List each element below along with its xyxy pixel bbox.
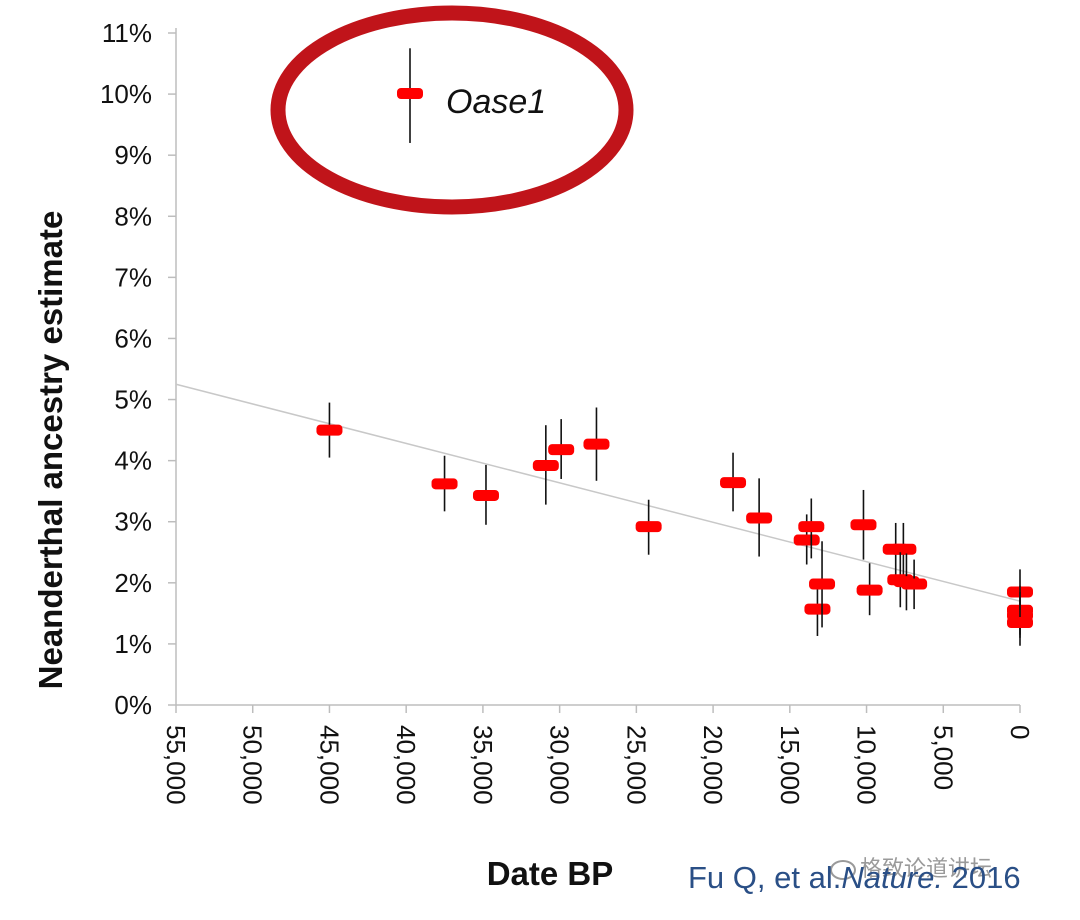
y-axis-label: Neanderthal ancestry estimate [32,211,69,690]
data-point [720,477,747,489]
data-point [316,424,343,436]
x-tick-label: 0 [1005,725,1035,739]
data-point [804,603,831,615]
data-point [856,584,883,596]
y-tick-label: 2% [114,568,152,598]
tick-labels: 0% 1% 2% 3% 4% 5% 6% 7% 8% 9% 10% 11% 55,000 50,000 45… [100,18,1035,805]
x-tick-label: 30,000 [545,725,575,805]
y-tick-label: 10% [100,79,152,109]
x-tick-label: 15,000 [775,725,805,805]
data-point [793,534,820,546]
data-point [901,578,928,590]
citation-prefix: Fu Q, et al. [688,860,842,895]
y-tick-label: 11% [102,18,152,48]
y-tick-label: 9% [114,140,152,170]
data-point [890,543,917,555]
data-point [431,478,458,490]
oase1-label: Oase1 [446,83,546,121]
axes [168,28,1021,713]
data-point [746,512,773,524]
data-point [583,438,610,450]
data-point [850,519,877,531]
y-tick-label: 5% [114,385,152,415]
data-point [635,521,662,533]
x-tick-label: 40,000 [391,725,421,805]
x-tick-label: 35,000 [468,725,498,805]
y-tick-label: 1% [114,629,152,659]
y-tick-label: 4% [114,446,152,476]
x-tick-label: 50,000 [238,725,268,805]
trendline-group [175,383,1021,602]
data-point [798,521,825,533]
watermark: 格致论道讲坛 [830,851,992,883]
x-tick-label: 5,000 [928,725,958,790]
citation: Fu Q, et al.Nature. 2016 [688,860,1021,896]
chat-bubble-icon [830,860,856,881]
data-points [316,402,1033,646]
y-tick-label: 7% [114,262,152,292]
citation-year: 2016 [951,860,1021,895]
y-tick-label: 3% [114,507,152,537]
data-point [1007,617,1033,629]
oase1-circle [270,5,634,215]
y-tick-label: 8% [114,201,152,231]
x-tick-label: 25,000 [621,725,651,805]
data-point [472,489,499,501]
citation-journal: Nature. [841,860,944,895]
x-tick-label: 55,000 [161,725,191,805]
x-axis-label: Date BP [487,855,614,892]
data-point [809,578,836,590]
trendline [175,383,1021,602]
x-tick-label: 10,000 [852,725,882,805]
data-point [548,444,575,456]
y-tick-label: 6% [114,323,152,353]
x-tick-label: 20,000 [698,725,728,805]
data-point [532,460,559,472]
watermark-text: 格致论道讲坛 [860,856,993,881]
x-tick-label: 45,000 [314,725,344,805]
annotation-group: Oase1 [270,5,634,215]
oase1-marker [397,88,423,99]
y-tick-label: 0% [114,690,152,720]
